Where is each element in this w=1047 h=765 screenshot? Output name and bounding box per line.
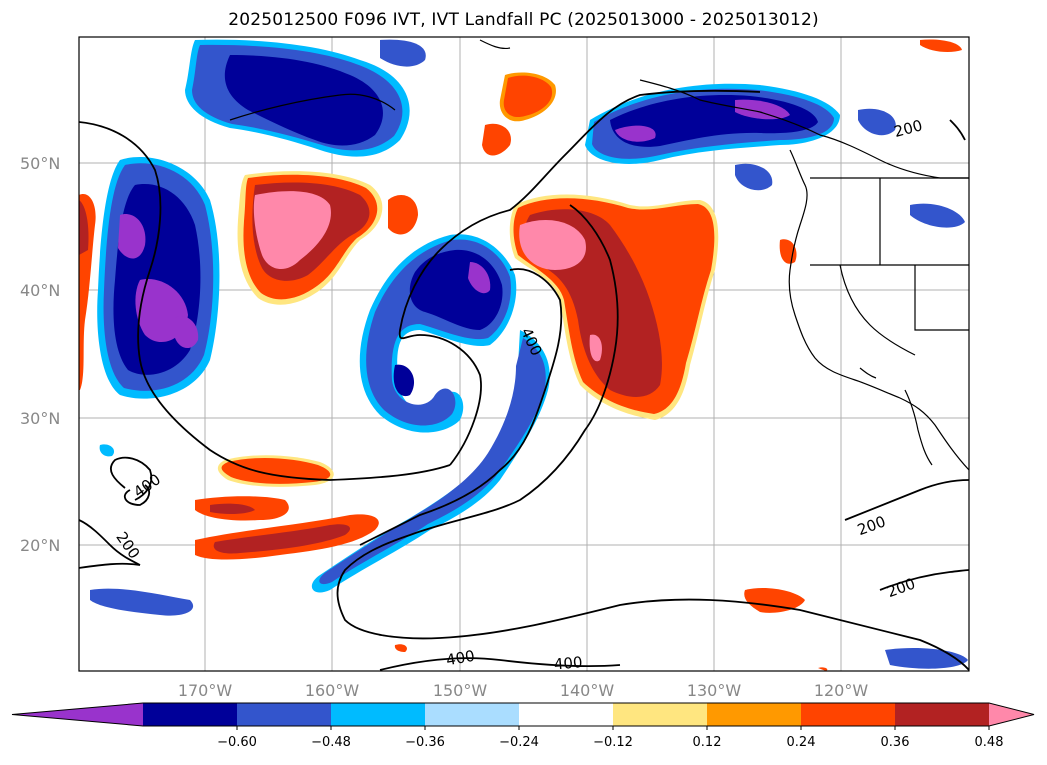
colorbar-extend-low bbox=[12, 703, 143, 726]
lat-label: 20°N bbox=[20, 536, 60, 555]
longitude-axis: 170°W 160°W 150°W 140°W 130°W 120°W bbox=[178, 681, 869, 700]
colorbar-tick-label: 0.48 bbox=[975, 735, 1004, 750]
lon-label: 150°W bbox=[433, 681, 488, 700]
lon-label: 170°W bbox=[178, 681, 233, 700]
coastlines bbox=[229, 39, 969, 471]
colorbar-tick-label: −0.12 bbox=[593, 735, 633, 750]
map-title: 2025012500 F096 IVT, IVT Landfall PC (20… bbox=[228, 10, 819, 30]
colorbar-outline bbox=[11, 702, 1035, 727]
lat-label: 50°N bbox=[20, 154, 60, 173]
lat-label: 40°N bbox=[20, 281, 60, 300]
colorbar-segment bbox=[331, 703, 426, 726]
colorbar-segment bbox=[895, 703, 990, 726]
colorbar-segment bbox=[519, 703, 614, 726]
colorbar-extend-high bbox=[989, 703, 1034, 726]
lon-label: 160°W bbox=[305, 681, 360, 700]
negative-ivt-regions bbox=[90, 39, 968, 669]
colorbar-segment bbox=[613, 703, 708, 726]
colorbar-segment bbox=[143, 703, 238, 726]
map-border bbox=[78, 36, 970, 672]
colorbar-segment bbox=[425, 703, 520, 726]
colorbar-tick-label: −0.48 bbox=[311, 735, 351, 750]
lat-label: 30°N bbox=[20, 409, 60, 428]
colorbar-segment bbox=[707, 703, 802, 726]
colorbar-tick-label: −0.36 bbox=[405, 735, 445, 750]
ivt-contours bbox=[79, 89, 969, 671]
lon-label: 120°W bbox=[814, 681, 869, 700]
colorbar-tick-label: 0.12 bbox=[693, 735, 722, 750]
colorbar-tick-label: −0.24 bbox=[499, 735, 539, 750]
lon-label: 140°W bbox=[560, 681, 615, 700]
colorbar-tick-label: 0.36 bbox=[881, 735, 910, 750]
contour-label: 400 bbox=[553, 653, 583, 673]
colorbar: −0.60 −0.48 −0.36 −0.24 −0.12 0.12 0.24 0.36 0.4… bbox=[11, 702, 1035, 750]
colorbar-tick-label: −0.60 bbox=[217, 735, 257, 750]
lon-label: 130°W bbox=[687, 681, 742, 700]
contour-label: 400 bbox=[445, 647, 476, 670]
colorbar-segment bbox=[237, 703, 332, 726]
colorbar-segment bbox=[801, 703, 896, 726]
latitude-axis: 50°N 40°N 30°N 20°N bbox=[20, 154, 60, 555]
colorbar-tick-label: 0.24 bbox=[787, 735, 816, 750]
